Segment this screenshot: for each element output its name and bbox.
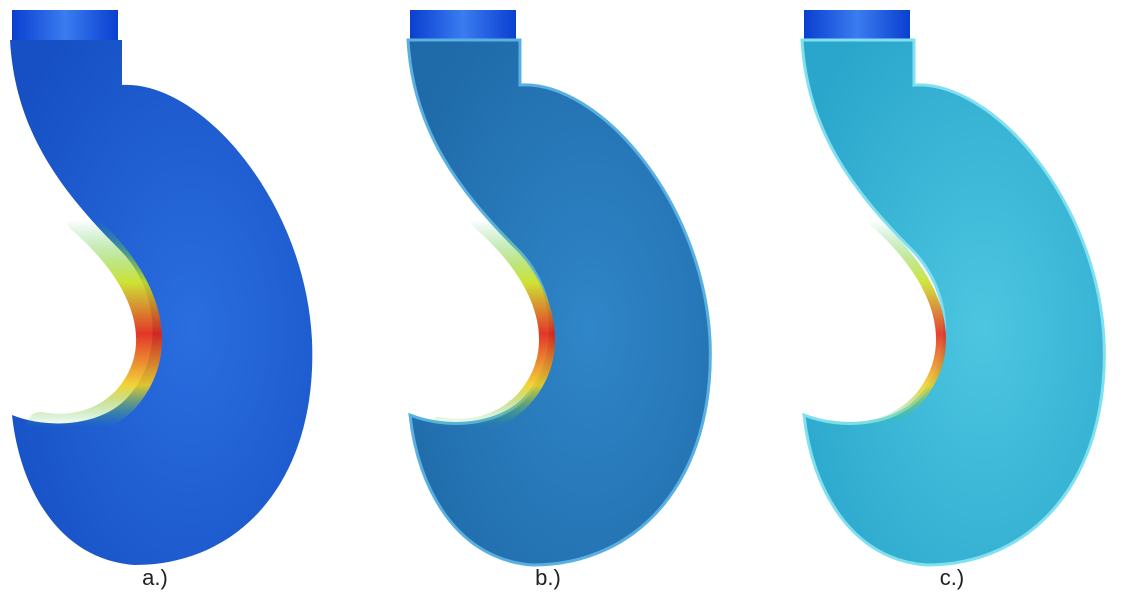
panel-label: b.): [535, 565, 561, 590]
figure: a.) b.) c.): [0, 0, 1121, 599]
panel-label: a.): [142, 565, 168, 590]
panel-b: b.): [408, 10, 710, 590]
panel-c: c.): [802, 10, 1104, 590]
page: a.) b.) c.) (() => { const data = JSON.p…: [0, 0, 1121, 599]
panel-a: a.): [10, 10, 312, 590]
panel-label: c.): [940, 565, 964, 590]
